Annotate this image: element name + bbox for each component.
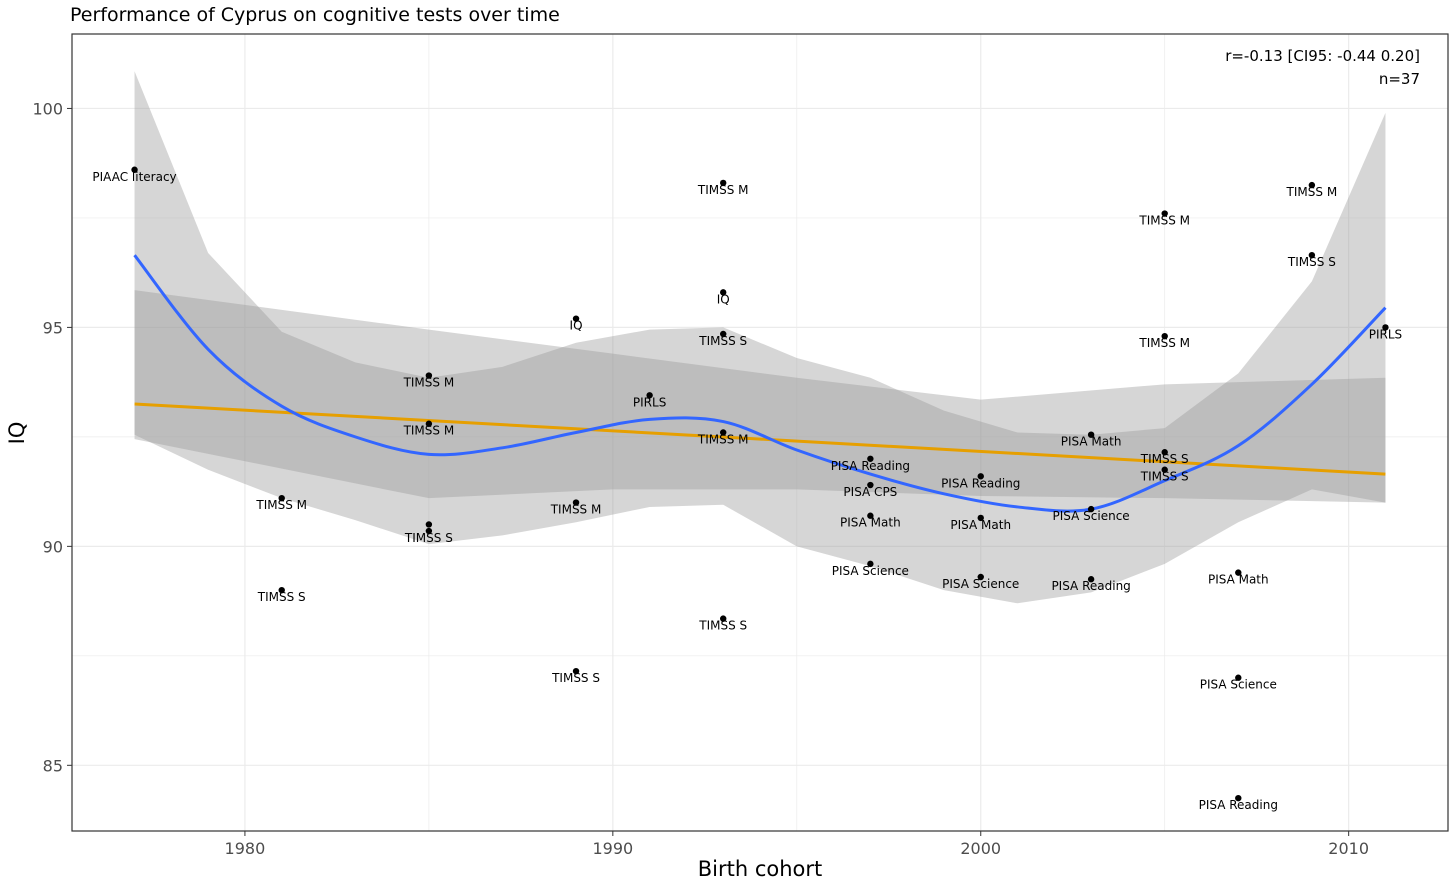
point-label: TIMSS S [1140, 470, 1189, 484]
chart-title: Performance of Cyprus on cognitive tests… [70, 4, 560, 26]
point-label: TIMSS S [257, 590, 306, 604]
point-label: PISA Math [950, 518, 1011, 532]
data-points [131, 166, 1389, 802]
data-point [425, 527, 433, 535]
data-point [1161, 332, 1168, 340]
point-label: TIMSS M [403, 376, 455, 390]
point-label: TIMSS S [551, 671, 600, 685]
y-tick-label: 90 [43, 537, 63, 556]
y-tick-label: 100 [32, 99, 63, 118]
point-label: TIMSS S [698, 619, 747, 633]
data-point [278, 586, 285, 594]
point-label: TIMSS S [1140, 452, 1189, 466]
x-tick-label: 2000 [960, 839, 1001, 858]
linear-fit-line [134, 402, 1386, 476]
x-tick-label: 1990 [592, 839, 633, 858]
point-label: PISA Reading [1199, 798, 1278, 812]
loess-ci-band [134, 71, 1386, 604]
correlation-annotation: r=-0.13 [CI95: -0.44 0.20] [1225, 47, 1420, 65]
point-label: TIMSS M [697, 433, 749, 447]
fit-lines [133, 254, 1387, 513]
data-point [572, 667, 580, 675]
point-label: TIMSS M [403, 424, 455, 438]
data-point [425, 521, 433, 528]
point-label: PIAAC literacy [92, 170, 176, 184]
data-point [1308, 251, 1316, 259]
data-point [867, 560, 874, 568]
point-label: PIRLS [1369, 327, 1402, 341]
data-point [1087, 576, 1095, 583]
data-point [1382, 324, 1389, 331]
data-point [425, 372, 433, 379]
data-point [572, 499, 580, 506]
point-label: PISA Science [1053, 509, 1130, 523]
data-point [1308, 181, 1316, 189]
data-point [1161, 449, 1168, 456]
point-label: TIMSS M [1138, 214, 1190, 228]
point-label: PISA Reading [1051, 579, 1130, 593]
loess-fit-line [133, 254, 1387, 513]
data-point [1235, 794, 1242, 802]
point-label: TIMSS M [255, 498, 307, 512]
data-point [1235, 674, 1242, 681]
point-label: IQ [717, 292, 730, 306]
data-point [977, 514, 984, 522]
x-tick-label: 1980 [225, 839, 266, 858]
data-point [1161, 210, 1168, 217]
x-axis-ticks: 1980 1990 2000 2010 [225, 831, 1369, 858]
confidence-bands [134, 71, 1386, 604]
y-axis-title: IQ [5, 422, 29, 445]
point-label: TIMSS M [697, 183, 749, 197]
y-tick-label: 85 [43, 756, 63, 775]
data-point [977, 473, 984, 480]
point-label: TIMSS S [698, 334, 747, 348]
point-label: PISA Math [1208, 573, 1269, 587]
panel-border [71, 33, 1449, 832]
point-label: PISA Math [840, 516, 901, 530]
point-label: TIMSS M [1286, 185, 1338, 199]
data-point [646, 392, 653, 399]
data-point [572, 315, 580, 322]
x-tick-label: 2010 [1328, 839, 1369, 858]
data-point [1235, 569, 1242, 576]
data-point [720, 615, 727, 622]
data-point [278, 494, 285, 502]
point-label: TIMSS M [550, 503, 602, 517]
data-point [720, 330, 727, 338]
point-label: TIMSS S [1287, 255, 1336, 269]
y-tick-label: 95 [43, 318, 63, 337]
data-point [1087, 431, 1095, 438]
data-point [867, 455, 874, 462]
data-point [1087, 505, 1095, 513]
point-label: TIMSS S [404, 531, 453, 545]
point-label: IQ [570, 319, 583, 333]
point-labels: PIAAC literacy TIMSS M TIMSS S TIMSS M TIMSS… [92, 170, 1402, 812]
point-label: PISA Science [832, 564, 909, 578]
point-label: PIRLS [633, 395, 666, 409]
point-label: PISA Science [1200, 678, 1277, 692]
data-point [425, 420, 433, 427]
data-point [1161, 466, 1168, 473]
linear-ci-band [134, 290, 1386, 503]
data-point [867, 481, 874, 489]
point-label: PISA Math [1061, 435, 1122, 449]
grid [72, 34, 1448, 831]
data-point [720, 179, 727, 187]
point-label: TIMSS M [1138, 336, 1190, 350]
data-point [131, 166, 138, 173]
y-axis-ticks: 85 90 95 100 [32, 99, 72, 775]
data-point [720, 429, 727, 436]
data-point [867, 512, 874, 519]
x-axis-title: Birth cohort [698, 857, 823, 881]
data-point [977, 573, 984, 581]
point-label: PISA CPS [843, 485, 897, 499]
data-point [720, 289, 727, 296]
point-label: PISA Science [942, 577, 1019, 591]
point-label: PISA Reading [941, 476, 1020, 490]
n-annotation: n=37 [1379, 70, 1420, 88]
point-label: PISA Reading [831, 459, 910, 473]
